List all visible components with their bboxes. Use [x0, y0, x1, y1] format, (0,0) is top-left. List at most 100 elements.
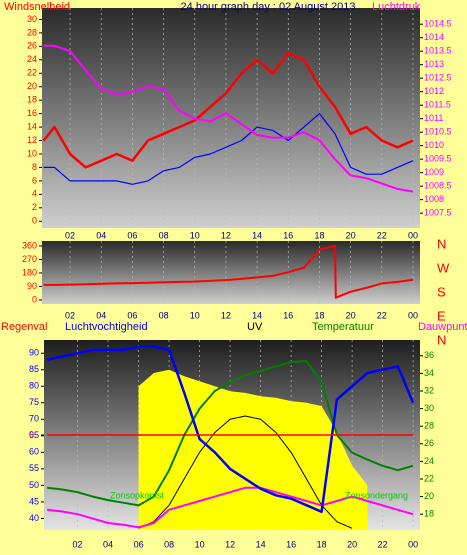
y-tick-label: 12 [27, 135, 37, 145]
x-tick-label: 00 [408, 310, 418, 320]
x-tick-label: 16 [283, 230, 293, 240]
y2-tick-label: 1010 [424, 140, 444, 150]
y-tick-label: 85 [29, 364, 39, 374]
x-tick-label: 04 [103, 539, 113, 549]
x-tick-label: 04 [96, 230, 106, 240]
y-tick-label: 80 [29, 381, 39, 391]
y2-tick-label: 1012 [424, 86, 444, 96]
x-tick-label: 06 [127, 310, 137, 320]
legend-label: Temperatuur [312, 321, 374, 333]
series-line [42, 51, 414, 169]
x-tick-label: 04 [96, 310, 106, 320]
legend-label: Dauwpunt [418, 321, 467, 333]
x-tick-label: 08 [159, 230, 169, 240]
y2-tick-label: 1009.5 [424, 154, 452, 164]
y-tick-label: 75 [29, 397, 39, 407]
y2-tick-label: 24 [424, 456, 434, 466]
y-tick-label: 40 [29, 513, 39, 523]
compass-label: N [437, 332, 446, 347]
y-tick-label: 8 [32, 162, 37, 172]
y-tick-label: 45 [29, 496, 39, 506]
y-tick-label: 270 [22, 254, 37, 264]
compass-label: N [437, 236, 446, 251]
y2-tick-label: 22 [424, 473, 434, 483]
x-tick-label: 20 [346, 230, 356, 240]
y2-tick-label: 1011.5 [424, 100, 451, 110]
y-tick-label: 24 [27, 54, 37, 64]
y-tick-label: 180 [22, 267, 37, 277]
annotation: Zonsondergang [345, 490, 408, 500]
y-tick-label: 16 [27, 108, 37, 118]
y-tick-label: 60 [29, 447, 39, 457]
chart-title: 24 hour graph day : 02 August 2013 [181, 1, 356, 13]
y2-tick-label: 32 [424, 385, 434, 395]
compass-label: E [437, 308, 446, 323]
y-tick-label: 70 [29, 414, 39, 424]
series-line [43, 44, 414, 193]
y-tick-label: 10 [27, 148, 37, 158]
area [138, 369, 368, 530]
annotation: Zonsopkomst [110, 490, 165, 500]
y2-tick-label: 1010.5 [424, 127, 452, 137]
x-tick-label: 20 [346, 310, 356, 320]
y-tick-label: 90 [27, 281, 37, 291]
y2-tick-label: 1012.5 [424, 73, 452, 83]
y2-tick-label: 36 [424, 350, 434, 360]
y-tick-label: 0 [32, 294, 37, 304]
y2-tick-label: 1014.5 [424, 19, 452, 29]
x-tick-label: 16 [286, 539, 296, 549]
x-tick-label: 10 [190, 230, 200, 240]
y-tick-label: 28 [27, 27, 37, 37]
x-tick-label: 08 [159, 310, 169, 320]
y2-tick-label: 1007.5 [424, 208, 452, 218]
y-tick-label: 22 [27, 68, 37, 78]
legend-label: UV [247, 321, 263, 333]
series-line [43, 113, 414, 185]
legend-label: Luchtvochtigheid [65, 321, 148, 333]
y-tick-label: 20 [27, 81, 37, 91]
x-tick-label: 18 [317, 539, 327, 549]
compass-label: S [437, 284, 446, 299]
x-tick-label: 22 [377, 230, 387, 240]
y-axis-label: Windsnelheid [4, 1, 70, 13]
x-tick-label: 12 [221, 310, 231, 320]
x-tick-label: 00 [408, 230, 418, 240]
series-line [46, 345, 415, 514]
x-tick-label: 18 [314, 310, 324, 320]
y-tick-label: 18 [27, 95, 37, 105]
x-tick-label: 12 [221, 230, 231, 240]
series-line [46, 360, 414, 507]
x-tick-label: 14 [256, 539, 266, 549]
x-tick-label: 10 [195, 539, 205, 549]
y2-tick-label: 28 [424, 421, 434, 431]
y2-tick-label: 34 [424, 368, 434, 378]
x-tick-label: 02 [65, 310, 75, 320]
y2-tick-label: 1009 [424, 167, 444, 177]
y2-tick-label: 1013 [424, 59, 444, 69]
y-tick-label: 55 [29, 463, 39, 473]
series-line [43, 244, 414, 299]
series-line [138, 415, 353, 529]
x-tick-label: 10 [190, 310, 200, 320]
y2-axis-label: Luchtdruk [372, 1, 421, 13]
x-tick-label: 00 [408, 539, 418, 549]
y-tick-label: 30 [27, 14, 37, 24]
y2-tick-label: 1008.5 [424, 181, 452, 191]
x-tick-label: 06 [134, 539, 144, 549]
y-tick-label: 360 [22, 240, 37, 250]
x-tick-label: 06 [127, 230, 137, 240]
x-tick-label: 02 [65, 230, 75, 240]
plot-area [42, 241, 420, 304]
y-tick-label: 90 [29, 348, 39, 358]
x-tick-label: 18 [314, 230, 324, 240]
y-tick-label: 65 [29, 430, 39, 440]
y2-tick-label: 1011 [424, 113, 443, 123]
x-tick-label: 02 [73, 539, 83, 549]
x-tick-label: 14 [252, 230, 262, 240]
x-tick-label: 16 [283, 310, 293, 320]
y2-tick-label: 30 [424, 403, 434, 413]
x-tick-label: 22 [378, 539, 388, 549]
y-tick-label: 14 [27, 121, 37, 131]
